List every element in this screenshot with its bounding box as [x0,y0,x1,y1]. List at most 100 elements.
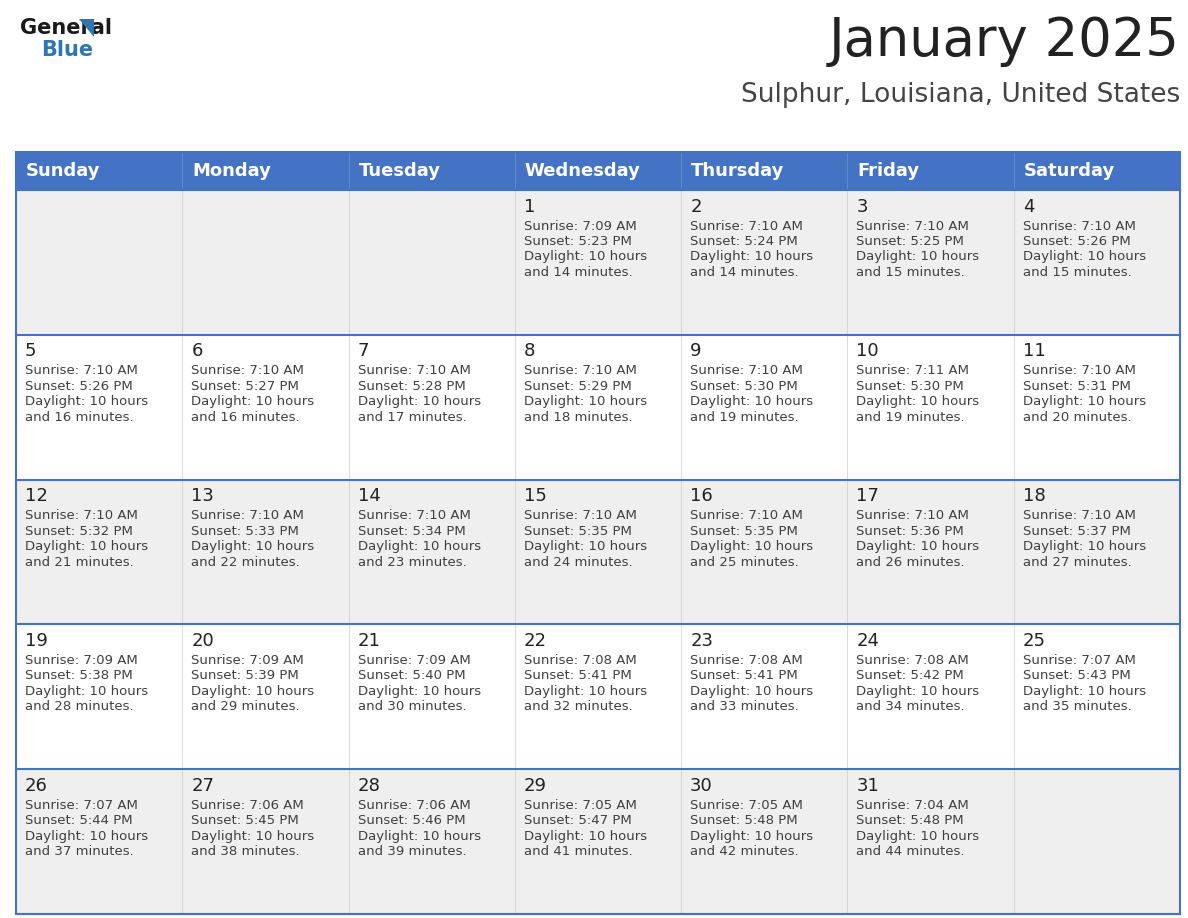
Text: Daylight: 10 hours: Daylight: 10 hours [25,830,148,843]
Text: Daylight: 10 hours: Daylight: 10 hours [1023,251,1146,263]
Text: Saturday: Saturday [1024,162,1116,180]
Text: 29: 29 [524,777,546,795]
Text: and 16 minutes.: and 16 minutes. [25,410,133,424]
Text: 19: 19 [25,632,48,650]
Text: and 15 minutes.: and 15 minutes. [857,266,965,279]
Text: Sunset: 5:33 PM: Sunset: 5:33 PM [191,524,299,538]
Text: Daylight: 10 hours: Daylight: 10 hours [857,251,980,263]
Text: and 33 minutes.: and 33 minutes. [690,700,798,713]
Text: Sunrise: 7:10 AM: Sunrise: 7:10 AM [1023,509,1136,522]
Text: Sunset: 5:48 PM: Sunset: 5:48 PM [690,814,798,827]
Text: Sunrise: 7:10 AM: Sunrise: 7:10 AM [191,509,304,522]
Text: and 19 minutes.: and 19 minutes. [857,410,965,424]
Text: Daylight: 10 hours: Daylight: 10 hours [358,685,481,698]
Text: and 17 minutes.: and 17 minutes. [358,410,467,424]
Text: Sunrise: 7:06 AM: Sunrise: 7:06 AM [191,799,304,812]
Text: Sunset: 5:34 PM: Sunset: 5:34 PM [358,524,466,538]
Text: 18: 18 [1023,487,1045,505]
Text: 6: 6 [191,342,203,360]
Text: Sunset: 5:36 PM: Sunset: 5:36 PM [857,524,965,538]
Text: 8: 8 [524,342,536,360]
Text: Daylight: 10 hours: Daylight: 10 hours [690,540,814,554]
Text: 5: 5 [25,342,37,360]
Text: Sunrise: 7:10 AM: Sunrise: 7:10 AM [358,364,470,377]
Bar [15,479,1180,624]
Text: and 16 minutes.: and 16 minutes. [191,410,299,424]
Text: 7: 7 [358,342,369,360]
Text: Daylight: 10 hours: Daylight: 10 hours [690,251,814,263]
Text: Sunset: 5:40 PM: Sunset: 5:40 PM [358,669,466,682]
Text: 21: 21 [358,632,380,650]
Text: and 24 minutes.: and 24 minutes. [524,555,632,568]
Text: 3: 3 [857,197,868,216]
Text: 20: 20 [191,632,214,650]
Text: and 29 minutes.: and 29 minutes. [191,700,299,713]
Text: Sunrise: 7:07 AM: Sunrise: 7:07 AM [25,799,138,812]
Text: Sunrise: 7:10 AM: Sunrise: 7:10 AM [524,509,637,522]
Text: Friday: Friday [858,162,920,180]
Text: Sunset: 5:26 PM: Sunset: 5:26 PM [25,380,133,393]
Text: and 26 minutes.: and 26 minutes. [857,555,965,568]
Text: Sunset: 5:25 PM: Sunset: 5:25 PM [857,235,965,248]
Text: Thursday: Thursday [691,162,784,180]
Text: Sunset: 5:32 PM: Sunset: 5:32 PM [25,524,133,538]
Text: General: General [20,18,112,38]
Text: 26: 26 [25,777,48,795]
Text: Sunset: 5:26 PM: Sunset: 5:26 PM [1023,235,1131,248]
Text: 9: 9 [690,342,702,360]
Text: Sunrise: 7:10 AM: Sunrise: 7:10 AM [857,509,969,522]
Text: and 27 minutes.: and 27 minutes. [1023,555,1131,568]
Text: Daylight: 10 hours: Daylight: 10 hours [25,540,148,554]
Text: Wednesday: Wednesday [525,162,640,180]
Text: Sunset: 5:23 PM: Sunset: 5:23 PM [524,235,632,248]
Text: Sunset: 5:24 PM: Sunset: 5:24 PM [690,235,798,248]
Text: 23: 23 [690,632,713,650]
Text: and 28 minutes.: and 28 minutes. [25,700,133,713]
Text: Sunset: 5:41 PM: Sunset: 5:41 PM [690,669,798,682]
Text: Sunset: 5:41 PM: Sunset: 5:41 PM [524,669,632,682]
Text: Daylight: 10 hours: Daylight: 10 hours [857,396,980,409]
Text: Sunrise: 7:09 AM: Sunrise: 7:09 AM [25,654,138,666]
Text: Sunrise: 7:09 AM: Sunrise: 7:09 AM [524,219,637,232]
Text: 12: 12 [25,487,48,505]
Text: 31: 31 [857,777,879,795]
Text: Sunrise: 7:10 AM: Sunrise: 7:10 AM [690,364,803,377]
Text: Sunset: 5:38 PM: Sunset: 5:38 PM [25,669,133,682]
Text: Daylight: 10 hours: Daylight: 10 hours [1023,396,1146,409]
Text: Daylight: 10 hours: Daylight: 10 hours [25,685,148,698]
Text: and 35 minutes.: and 35 minutes. [1023,700,1131,713]
Text: and 30 minutes.: and 30 minutes. [358,700,466,713]
Text: and 44 minutes.: and 44 minutes. [857,845,965,858]
Text: Sunset: 5:31 PM: Sunset: 5:31 PM [1023,380,1131,393]
Text: Daylight: 10 hours: Daylight: 10 hours [857,685,980,698]
Text: Sunrise: 7:06 AM: Sunrise: 7:06 AM [358,799,470,812]
Text: Daylight: 10 hours: Daylight: 10 hours [857,830,980,843]
Text: 13: 13 [191,487,214,505]
Text: Daylight: 10 hours: Daylight: 10 hours [358,830,481,843]
Text: Daylight: 10 hours: Daylight: 10 hours [524,685,647,698]
Text: Daylight: 10 hours: Daylight: 10 hours [1023,685,1146,698]
Text: Daylight: 10 hours: Daylight: 10 hours [358,540,481,554]
Text: Daylight: 10 hours: Daylight: 10 hours [524,251,647,263]
Text: Sunset: 5:28 PM: Sunset: 5:28 PM [358,380,466,393]
Text: and 42 minutes.: and 42 minutes. [690,845,798,858]
Text: Sunrise: 7:10 AM: Sunrise: 7:10 AM [857,219,969,232]
Text: 22: 22 [524,632,546,650]
Text: Sunset: 5:43 PM: Sunset: 5:43 PM [1023,669,1131,682]
Text: Sunrise: 7:10 AM: Sunrise: 7:10 AM [25,364,138,377]
Text: Sunrise: 7:10 AM: Sunrise: 7:10 AM [690,509,803,522]
Text: and 34 minutes.: and 34 minutes. [857,700,965,713]
Text: Tuesday: Tuesday [359,162,441,180]
Text: Sunrise: 7:08 AM: Sunrise: 7:08 AM [857,654,969,666]
Text: 14: 14 [358,487,380,505]
Text: Sunrise: 7:08 AM: Sunrise: 7:08 AM [690,654,803,666]
Text: Sunset: 5:47 PM: Sunset: 5:47 PM [524,814,632,827]
Text: Sunrise: 7:05 AM: Sunrise: 7:05 AM [690,799,803,812]
Text: 24: 24 [857,632,879,650]
Text: Sunset: 5:45 PM: Sunset: 5:45 PM [191,814,299,827]
Text: Sunset: 5:37 PM: Sunset: 5:37 PM [1023,524,1131,538]
Bar [15,335,1180,479]
Text: Sunrise: 7:10 AM: Sunrise: 7:10 AM [191,364,304,377]
Text: Daylight: 10 hours: Daylight: 10 hours [690,685,814,698]
Text: Daylight: 10 hours: Daylight: 10 hours [690,396,814,409]
